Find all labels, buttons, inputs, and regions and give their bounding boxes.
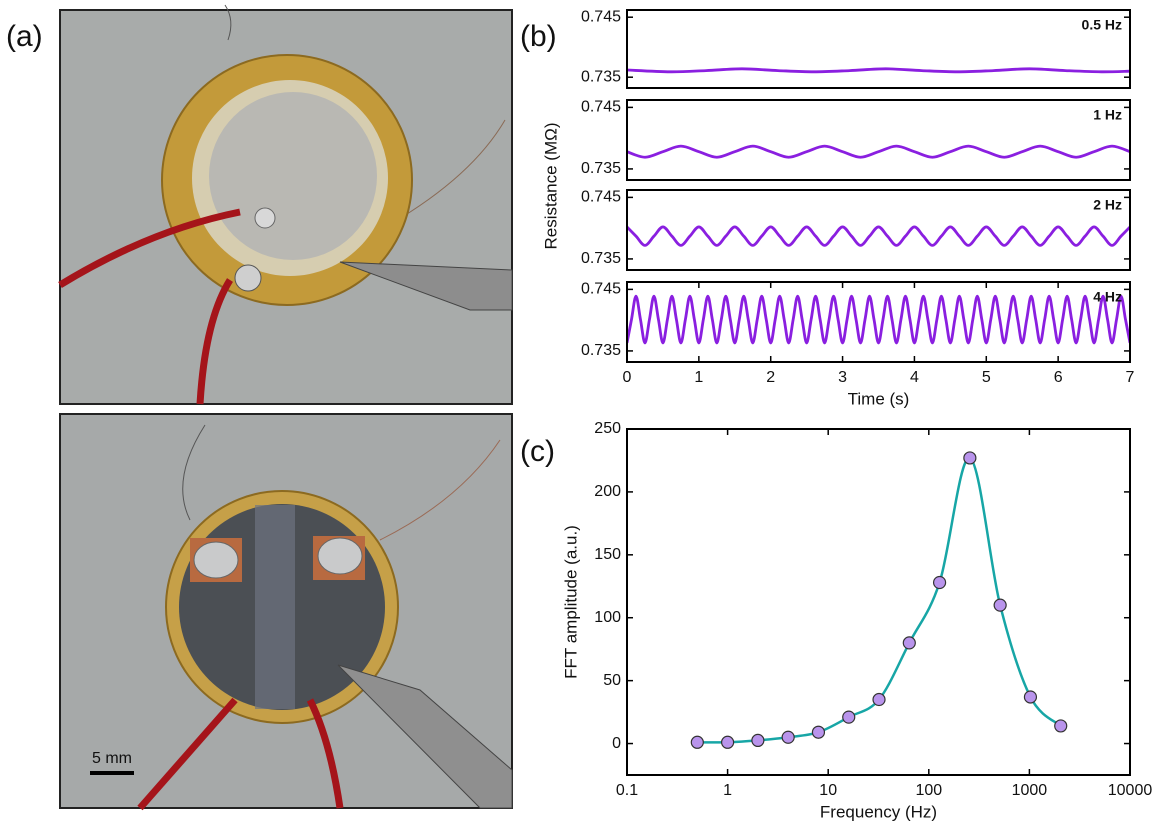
x-tick-label: 0.1 xyxy=(616,782,638,799)
data-line xyxy=(627,227,1130,245)
figure: 5 mm (a) (b) (c) 0.735 0.745 0.5 Hz Resista… xyxy=(0,0,1168,826)
axes-frame xyxy=(627,100,1130,180)
data-point xyxy=(1024,691,1036,703)
data-point xyxy=(752,734,764,746)
data-point xyxy=(964,452,976,464)
data-point xyxy=(1055,720,1067,732)
plot-area xyxy=(627,69,1130,72)
data-line xyxy=(627,69,1130,72)
data-point xyxy=(994,599,1006,611)
panel-label: (b) xyxy=(520,20,557,53)
y-tick-label: 0.735 xyxy=(581,342,621,359)
plot-area xyxy=(627,296,1130,343)
data-point xyxy=(722,736,734,748)
data-point xyxy=(873,694,885,706)
data-point xyxy=(903,637,915,649)
x-tick-label: 0 xyxy=(623,369,632,386)
plot-area xyxy=(627,227,1130,245)
y-tick-label: 50 xyxy=(603,672,621,689)
data-point xyxy=(812,726,824,738)
y-tick-label: 150 xyxy=(594,546,621,563)
x-axis-title: Frequency (Hz) xyxy=(820,802,937,821)
x-tick-label: 10 xyxy=(819,782,837,799)
y-tick-label: 0.735 xyxy=(581,250,621,267)
y-tick-label: 250 xyxy=(594,420,621,437)
x-tick-label: 100 xyxy=(915,782,942,799)
data-point xyxy=(691,736,703,748)
axes-frame xyxy=(627,10,1130,88)
photo-top xyxy=(60,5,512,404)
x-tick-label: 3 xyxy=(838,369,847,386)
x-tick-label: 7 xyxy=(1126,369,1135,386)
panel-label: (a) xyxy=(6,20,43,53)
annotation: 1 Hz xyxy=(1093,107,1122,123)
y-tick-label: 0.745 xyxy=(581,189,621,206)
data-point xyxy=(934,576,946,588)
data-point xyxy=(843,711,855,723)
x-tick-label: 1000 xyxy=(1012,782,1048,799)
y-axis-title: Resistance (MΩ) xyxy=(541,122,560,249)
y-tick-label: 100 xyxy=(594,609,621,626)
y-tick-label: 0.735 xyxy=(581,160,621,177)
photo-bottom: 5 mm xyxy=(60,414,512,808)
x-tick-label: 2 xyxy=(766,369,775,386)
plot-area xyxy=(627,146,1130,157)
y-tick-label: 0.745 xyxy=(581,99,621,116)
y-tick-label: 0.745 xyxy=(581,8,621,25)
y-tick-label: 0.735 xyxy=(581,68,621,85)
annotation: 2 Hz xyxy=(1093,197,1122,213)
annotation: 0.5 Hz xyxy=(1082,17,1122,33)
data-line xyxy=(627,296,1130,343)
annotation: 4 Hz xyxy=(1093,289,1122,305)
y-tick-label: 0.745 xyxy=(581,281,621,298)
y-tick-label: 0 xyxy=(612,735,621,752)
data-point xyxy=(782,731,794,743)
y-tick-label: 200 xyxy=(594,483,621,500)
x-tick-label: 4 xyxy=(910,369,919,386)
x-tick-label: 5 xyxy=(982,369,991,386)
x-tick-label: 1 xyxy=(723,782,732,799)
x-tick-label: 1 xyxy=(694,369,703,386)
x-axis-title: Time (s) xyxy=(848,389,910,408)
data-line xyxy=(627,146,1130,157)
x-tick-label: 6 xyxy=(1054,369,1063,386)
x-tick-label: 10000 xyxy=(1108,782,1153,799)
scale-bar-label: 5 mm xyxy=(92,750,132,767)
panel-label: (c) xyxy=(520,435,555,468)
y-axis-title: FFT amplitude (a.u.) xyxy=(561,525,580,679)
